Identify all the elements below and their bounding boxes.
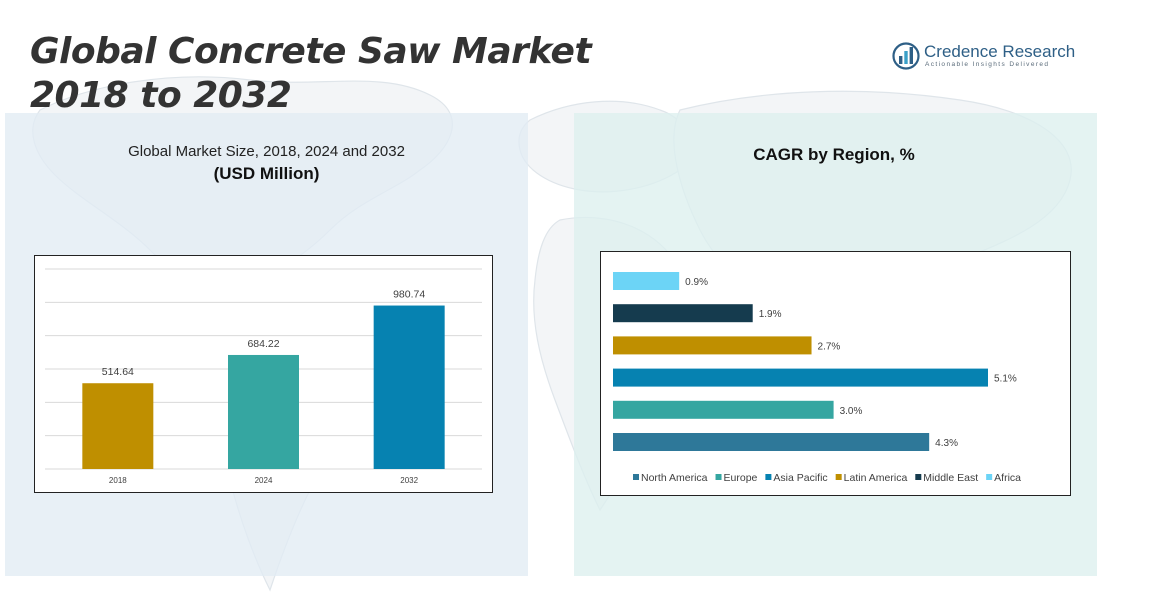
brand-logo: Credence Research Actionable Insights De… bbox=[892, 40, 1082, 74]
legend-swatch-latin-america bbox=[835, 474, 842, 480]
bar-europe bbox=[613, 400, 834, 419]
legend-item-europe: Europe bbox=[715, 472, 758, 484]
bar-2032 bbox=[373, 305, 445, 469]
bar-asia-pacific bbox=[613, 368, 988, 387]
bar-2018 bbox=[82, 383, 154, 469]
title-line-1: Global Concrete Saw Market bbox=[30, 31, 592, 72]
legend-label-middle-east: Middle East bbox=[923, 472, 978, 484]
legend-item-asia-pacific: Asia Pacific bbox=[765, 472, 828, 484]
legend-swatch-asia-pacific bbox=[765, 474, 772, 480]
legend-swatch-north-america bbox=[633, 474, 639, 480]
bar-africa bbox=[613, 272, 680, 290]
legend-label-europe: Europe bbox=[724, 472, 758, 484]
brand-name: Credence Research bbox=[924, 42, 1076, 61]
x-tick-label-2024: 2024 bbox=[255, 476, 273, 485]
x-tick-label-2032: 2032 bbox=[400, 476, 418, 485]
data-label-north-america: 4.3% bbox=[935, 438, 958, 449]
legend-label-north-america: North America bbox=[641, 472, 708, 484]
legend-label-asia-pacific: Asia Pacific bbox=[773, 472, 827, 484]
market-size-chart-frame: 514.64 2018 684.22 2024 980.74 2032 bbox=[34, 255, 493, 493]
market-size-bar-chart: 514.64 2018 684.22 2024 980.74 2032 bbox=[45, 268, 482, 485]
data-label-europe: 3.0% bbox=[840, 406, 863, 417]
market-size-unit: (USD Million) bbox=[213, 164, 320, 183]
title-line-2: 2018 to 2032 bbox=[30, 75, 292, 116]
legend-item-africa: Africa bbox=[986, 472, 1021, 484]
cagr-bar-chart: 4.3% 3.0% 5.1% 2.7% 1.9% 0.9% North America Eur… bbox=[613, 272, 1021, 484]
data-label-2024: 684.22 bbox=[247, 338, 279, 350]
legend-swatch-europe bbox=[715, 474, 722, 480]
x-tick-label-2018: 2018 bbox=[109, 476, 127, 485]
data-label-latin-america: 2.7% bbox=[818, 341, 841, 352]
data-label-middle-east: 1.9% bbox=[759, 309, 782, 320]
legend-item-latin-america: Latin America bbox=[835, 472, 908, 484]
bar-north-america bbox=[613, 433, 930, 451]
legend-item-middle-east: Middle East bbox=[915, 472, 978, 484]
market-size-subtitle: Global Market Size, 2018, 2024 and 2032 bbox=[128, 143, 405, 160]
data-label-asia-pacific: 5.1% bbox=[994, 374, 1017, 385]
cagr-chart-frame: 4.3% 3.0% 5.1% 2.7% 1.9% 0.9% North America Eur… bbox=[600, 251, 1071, 496]
bar-latin-america bbox=[613, 336, 812, 355]
bar-chart-globe-icon bbox=[892, 42, 920, 70]
legend-item-north-america: North America bbox=[633, 472, 708, 484]
legend-swatch-africa bbox=[986, 474, 993, 480]
bar-2024 bbox=[228, 354, 299, 469]
bar-middle-east bbox=[613, 304, 753, 323]
cagr-title: CAGR by Region, % bbox=[753, 145, 915, 164]
legend-swatch-middle-east bbox=[915, 474, 922, 480]
page-title: Global Concrete Saw Market 2018 to 2032 bbox=[30, 30, 592, 118]
legend-label-africa: Africa bbox=[994, 472, 1021, 484]
brand-tagline: Actionable Insights Delivered bbox=[925, 61, 1050, 68]
data-label-2032: 980.74 bbox=[393, 289, 425, 301]
legend-label-latin-america: Latin America bbox=[844, 472, 908, 484]
data-label-africa: 0.9% bbox=[685, 277, 708, 288]
data-label-2018: 514.64 bbox=[102, 366, 134, 378]
